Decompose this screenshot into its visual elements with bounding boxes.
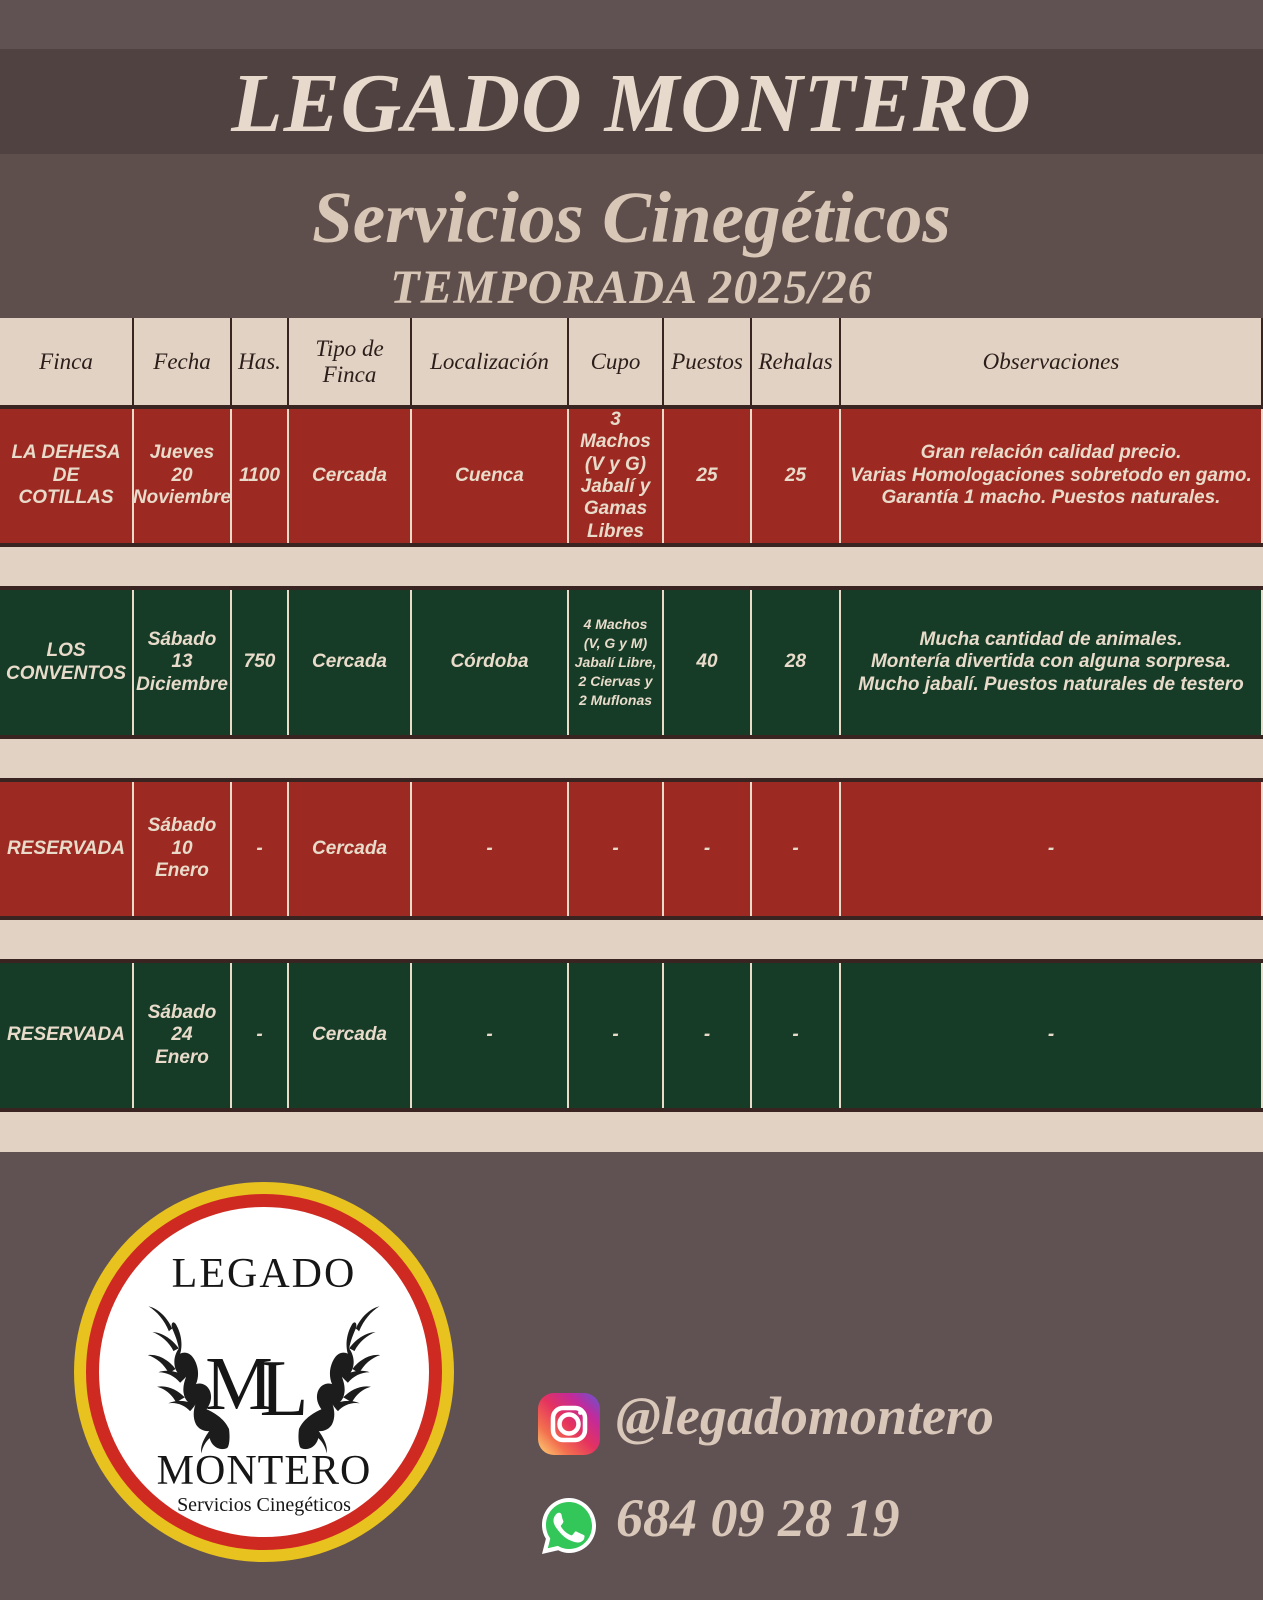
svg-text:Servicios Cinegéticos: Servicios Cinegéticos <box>177 1494 351 1516</box>
svg-text:MONTERO: MONTERO <box>157 1448 372 1494</box>
svg-text:LEGADO: LEGADO <box>172 1251 357 1297</box>
svg-text:L: L <box>260 1345 309 1433</box>
